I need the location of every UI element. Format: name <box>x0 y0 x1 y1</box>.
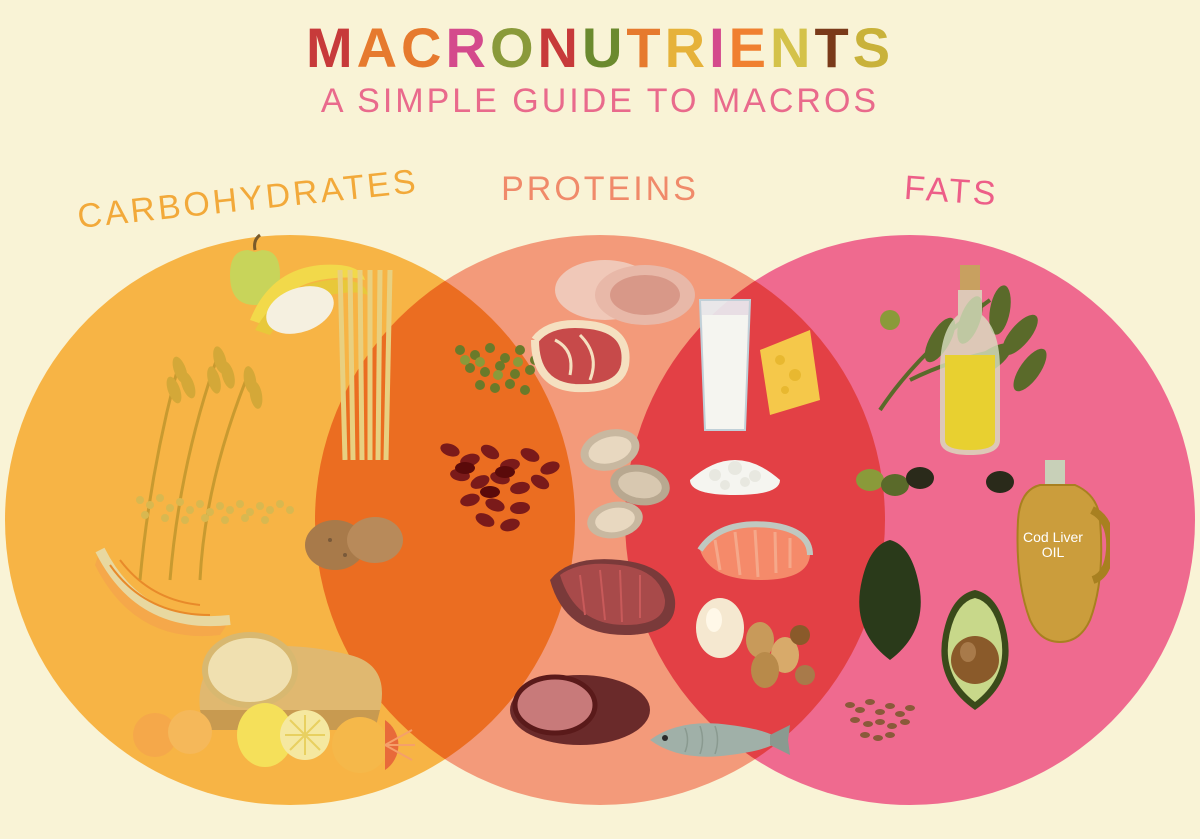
lemon-icon <box>230 690 330 770</box>
flax-seeds-icon <box>820 680 950 750</box>
cottage-cheese-icon <box>680 430 790 500</box>
nuts-icon <box>730 610 830 700</box>
orange-slice-icon <box>330 710 420 780</box>
subtitle: A SIMPLE GUIDE TO MACROS <box>0 82 1200 121</box>
pasta-icon <box>320 270 410 460</box>
tuna-steak-icon <box>530 540 690 650</box>
fish-icon <box>640 710 790 770</box>
jug-label: Cod Liver OIL <box>1018 530 1088 561</box>
apricot-icon <box>130 700 220 760</box>
title-block: MACRONUTRIENTS A SIMPLE GUIDE TO MACROS <box>0 20 1200 121</box>
olives-icon <box>850 450 1020 510</box>
label-proteins: PROTEINS <box>470 170 730 209</box>
main-title: MACRONUTRIENTS <box>0 20 1200 76</box>
roast-beef-icon <box>500 660 660 750</box>
venn-diagram: CARBOHYDRATES PROTEINS FATS <box>50 220 1150 800</box>
salmon-icon <box>690 510 820 590</box>
cheese-icon <box>750 320 830 420</box>
infographic-canvas: MACRONUTRIENTS A SIMPLE GUIDE TO MACROS … <box>0 0 1200 839</box>
potato-icon <box>300 500 410 580</box>
steak-icon <box>520 310 640 400</box>
label-fats: FATS <box>850 165 1052 218</box>
oysters-icon <box>570 420 680 540</box>
oil-bottle-icon <box>930 260 1010 460</box>
label-carbohydrates: CARBOHYDRATES <box>57 160 439 239</box>
grains-icon <box>120 460 320 530</box>
